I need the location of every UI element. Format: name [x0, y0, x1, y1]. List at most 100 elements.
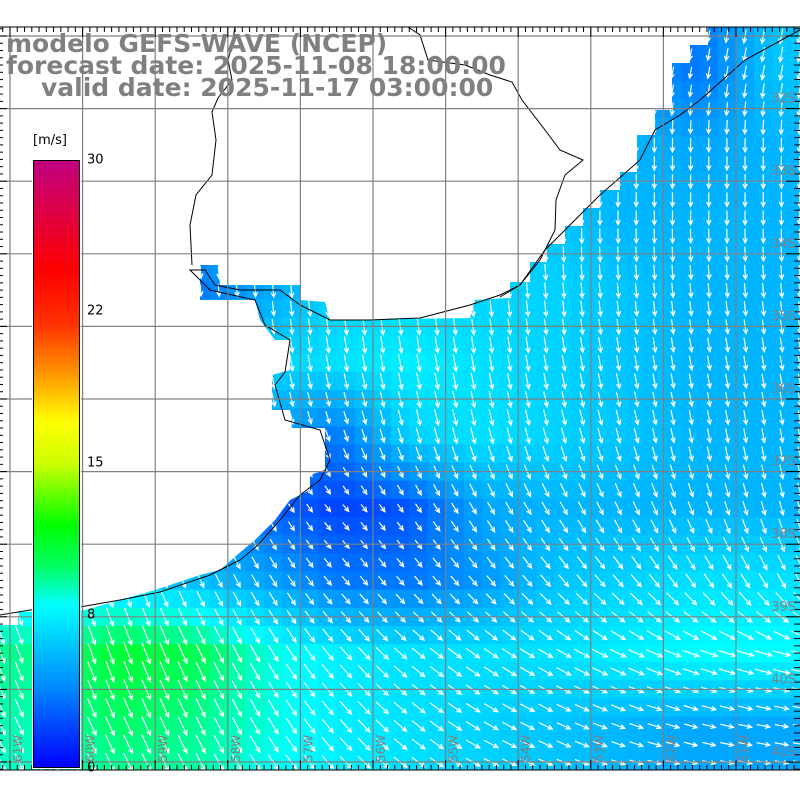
speed-cell: [137, 335, 156, 355]
wind-arrow: [233, 556, 241, 570]
wind-arrow: [197, 555, 205, 571]
speed-cell: [0, 589, 11, 609]
speed-cell: [155, 27, 174, 28]
wind-arrow: [141, 661, 152, 683]
wind-arrow: [468, 520, 478, 533]
speed-cell: [790, 154, 800, 173]
latitude-label: 40S: [771, 672, 796, 687]
wind-arrow: [179, 483, 186, 498]
wind-arrow: [304, 628, 316, 643]
speed-cell: [427, 117, 447, 137]
speed-cell: [409, 262, 428, 282]
wind-arrow: [488, 155, 494, 172]
wind-arrow: [778, 156, 785, 172]
wind-arrow: [306, 264, 313, 281]
wind-arrow: [179, 284, 186, 298]
speed-cell: [500, 208, 519, 228]
wind-arrow: [197, 501, 204, 516]
wind-arrow: [761, 428, 767, 444]
wind-arrow: [485, 593, 497, 605]
wind-arrow: [268, 592, 278, 607]
wind-arrow: [594, 574, 606, 588]
wind-arrow: [706, 410, 712, 426]
wind-arrow: [216, 446, 223, 462]
wind-arrow: [760, 83, 766, 100]
speed-cell: [173, 498, 192, 518]
wind-arrow: [742, 156, 748, 172]
speed-cell: [10, 154, 29, 173]
wind-arrow: [470, 409, 477, 427]
speed-cell: [245, 480, 265, 500]
speed-cell: [100, 117, 120, 137]
wind-arrow: [758, 573, 769, 589]
speed-cell: [10, 335, 29, 355]
speed-cell: [0, 226, 11, 246]
speed-cell: [445, 190, 465, 209]
wind-arrow: [705, 501, 713, 516]
wind-arrow: [628, 649, 646, 658]
wind-arrow: [143, 12, 148, 25]
speed-cell: [373, 208, 392, 228]
wind-arrow: [249, 735, 261, 754]
wind-arrow: [633, 428, 640, 444]
wind-arrow: [286, 627, 297, 644]
wind-arrow: [286, 592, 296, 606]
wind-arrow: [104, 734, 115, 755]
wind-arrow: [160, 590, 169, 608]
speed-cell: [173, 553, 192, 572]
wind-arrow: [556, 722, 572, 730]
speed-cell: [155, 571, 174, 591]
speed-cell: [282, 154, 301, 173]
wind-arrow: [465, 739, 481, 749]
wind-arrow: [722, 555, 732, 571]
wind-arrow: [357, 701, 371, 715]
speed-cell: [427, 190, 447, 209]
wind-arrow: [177, 642, 188, 665]
wind-arrow: [596, 65, 603, 80]
wind-arrow: [488, 409, 495, 427]
speed-cell: [790, 45, 800, 64]
wind-arrow: [231, 644, 243, 664]
wind-arrow: [578, 83, 584, 99]
speed-cell: [227, 408, 247, 427]
speed-cell: [155, 498, 174, 518]
speed-cell: [10, 498, 29, 518]
wind-arrow: [0, 445, 5, 463]
wind-arrow: [633, 282, 640, 299]
wind-arrow: [610, 704, 627, 712]
wind-arrow: [125, 372, 132, 391]
speed-cell: [227, 27, 247, 28]
speed-cell: [10, 27, 29, 28]
speed-cell: [82, 589, 102, 609]
speed-cell: [264, 208, 283, 228]
wind-arrow: [141, 716, 152, 737]
speed-cell: [481, 117, 501, 137]
speed-cell: [10, 517, 29, 536]
speed-cell: [227, 299, 247, 318]
wind-arrow: [285, 663, 298, 681]
wind-arrow: [339, 718, 353, 734]
wind-arrow: [143, 302, 150, 316]
speed-cell: [373, 226, 392, 246]
wind-arrow: [538, 740, 554, 748]
wind-arrow: [161, 210, 167, 227]
speed-cell: [191, 226, 211, 246]
wind-arrow: [596, 482, 604, 498]
wind-arrow: [397, 210, 403, 227]
speed-cell: [554, 45, 574, 64]
longitude-label: 55W: [447, 735, 461, 762]
wind-arrow: [706, 482, 713, 498]
wind-arrow: [724, 373, 731, 390]
speed-cell: [536, 63, 555, 82]
wind-arrow: [742, 192, 748, 208]
speed-cell: [209, 498, 229, 518]
wind-arrow: [541, 47, 549, 62]
wind-arrow: [288, 300, 295, 318]
speed-cell: [82, 262, 102, 282]
speed-cell: [209, 444, 229, 464]
wind-arrow: [557, 592, 571, 606]
wind-arrow: [198, 409, 205, 427]
wind-arrow: [360, 119, 367, 136]
wind-arrow: [252, 354, 259, 372]
wind-arrow: [755, 630, 773, 640]
